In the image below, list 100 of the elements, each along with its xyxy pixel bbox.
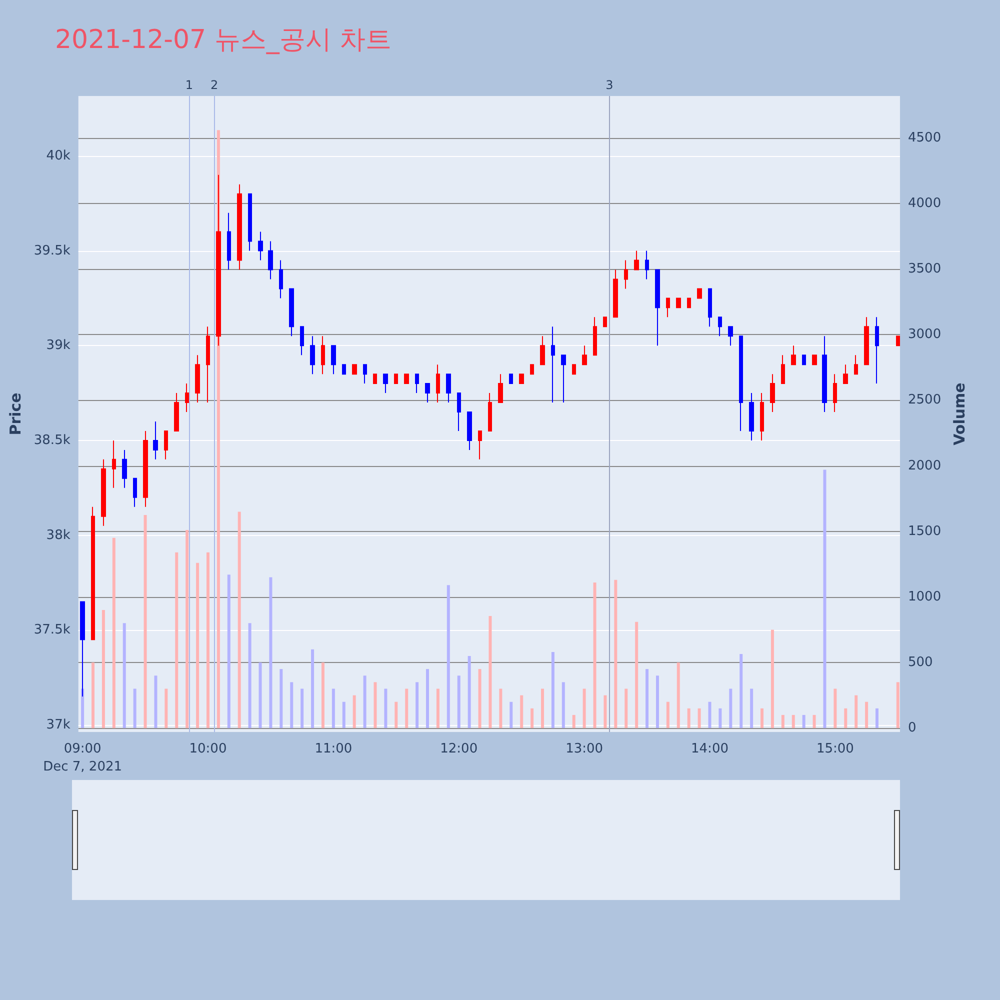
bar [446, 585, 450, 728]
x-tick-label: 11:00 [314, 742, 352, 756]
bar [248, 623, 252, 728]
bar [865, 702, 868, 728]
bar [781, 714, 784, 728]
y2-tick-label: 4000 [908, 196, 942, 212]
candlestick [101, 458, 106, 526]
bar [258, 662, 262, 728]
candlestick [697, 288, 702, 299]
y-tick-label: 40k [46, 148, 71, 164]
y2-tick-label: 1000 [908, 589, 942, 604]
chart-title: 2021-12-07 뉴스_공시 차트 [55, 25, 392, 55]
candlestick [237, 184, 242, 270]
candlestick [91, 506, 95, 640]
bar [646, 669, 649, 728]
bar [530, 708, 534, 728]
candlestick [749, 392, 754, 441]
bar [416, 682, 419, 728]
candlestick [133, 478, 137, 508]
bar [750, 688, 754, 728]
candlestick [248, 193, 252, 252]
candlestick [164, 430, 168, 460]
bar [405, 688, 408, 728]
bar [656, 676, 659, 728]
bar [635, 622, 638, 728]
candlestick [519, 374, 524, 384]
candlestick [676, 298, 681, 308]
candlestick [561, 354, 566, 404]
bar [676, 662, 680, 728]
candlestick [624, 260, 628, 290]
bar [280, 669, 283, 728]
candlestick [383, 374, 388, 394]
candlestick [122, 449, 127, 488]
y2-tick-label: 500 [908, 655, 933, 670]
y2-tick-label: 3500 [908, 262, 942, 277]
candlestick [812, 354, 817, 366]
candlestick [718, 316, 722, 337]
bar [698, 708, 701, 728]
x-tick-label: 10:00 [189, 742, 227, 756]
candlestick [446, 374, 451, 404]
bar [436, 688, 440, 728]
bar [604, 695, 607, 728]
bar [770, 630, 774, 728]
candlestick [770, 374, 775, 413]
candlestick [404, 374, 409, 384]
bar [374, 682, 377, 728]
bar [551, 652, 554, 728]
candlestick [321, 336, 325, 375]
bar [844, 708, 848, 728]
bar [666, 702, 670, 728]
bar [834, 688, 837, 728]
bar [854, 695, 858, 728]
candlestick [645, 250, 649, 280]
x-tick-label: 09:00 Dec 7, 2021 [43, 742, 122, 774]
candlestick [206, 326, 210, 404]
y-tick-label: 38.5k [34, 432, 71, 448]
y-axis-title: Price [6, 392, 24, 436]
x-tick-label: 14:00 [691, 742, 728, 756]
candlestick [781, 354, 785, 384]
candlestick [112, 440, 116, 488]
candlestick [425, 383, 430, 404]
bar [582, 688, 586, 728]
y2-axis-title: Volume [950, 382, 968, 446]
bar [144, 514, 147, 728]
bar [300, 688, 304, 728]
candlestick [174, 392, 179, 432]
candlestick [896, 336, 900, 346]
bar [112, 538, 116, 728]
candlestick [331, 345, 336, 375]
candlestick [603, 316, 607, 328]
candlestick [593, 316, 597, 356]
bar [175, 552, 178, 728]
bar [227, 574, 230, 728]
bar [792, 714, 795, 728]
candlestick [153, 420, 158, 460]
candlestick [791, 345, 796, 366]
candlestick [216, 174, 221, 346]
candlestick [666, 298, 670, 318]
bar [802, 714, 806, 728]
candlestick [300, 326, 304, 356]
candlestick [394, 374, 398, 384]
candlestick [279, 260, 283, 299]
bar [718, 708, 722, 728]
bar [614, 580, 618, 728]
candlestick [572, 364, 576, 375]
bar [488, 616, 492, 728]
candlestick [540, 336, 545, 366]
bar [572, 714, 576, 728]
bar [133, 688, 136, 728]
bar [164, 688, 168, 728]
bar [332, 688, 335, 728]
bar [196, 562, 200, 728]
candlestick [687, 298, 691, 308]
candlestick [530, 364, 534, 375]
candlestick [739, 336, 743, 432]
bar [311, 649, 314, 728]
y-tick-label: 37.5k [34, 622, 71, 638]
bar [823, 470, 826, 728]
y2-tick-label: 3000 [908, 327, 942, 342]
candlestick [728, 326, 733, 346]
